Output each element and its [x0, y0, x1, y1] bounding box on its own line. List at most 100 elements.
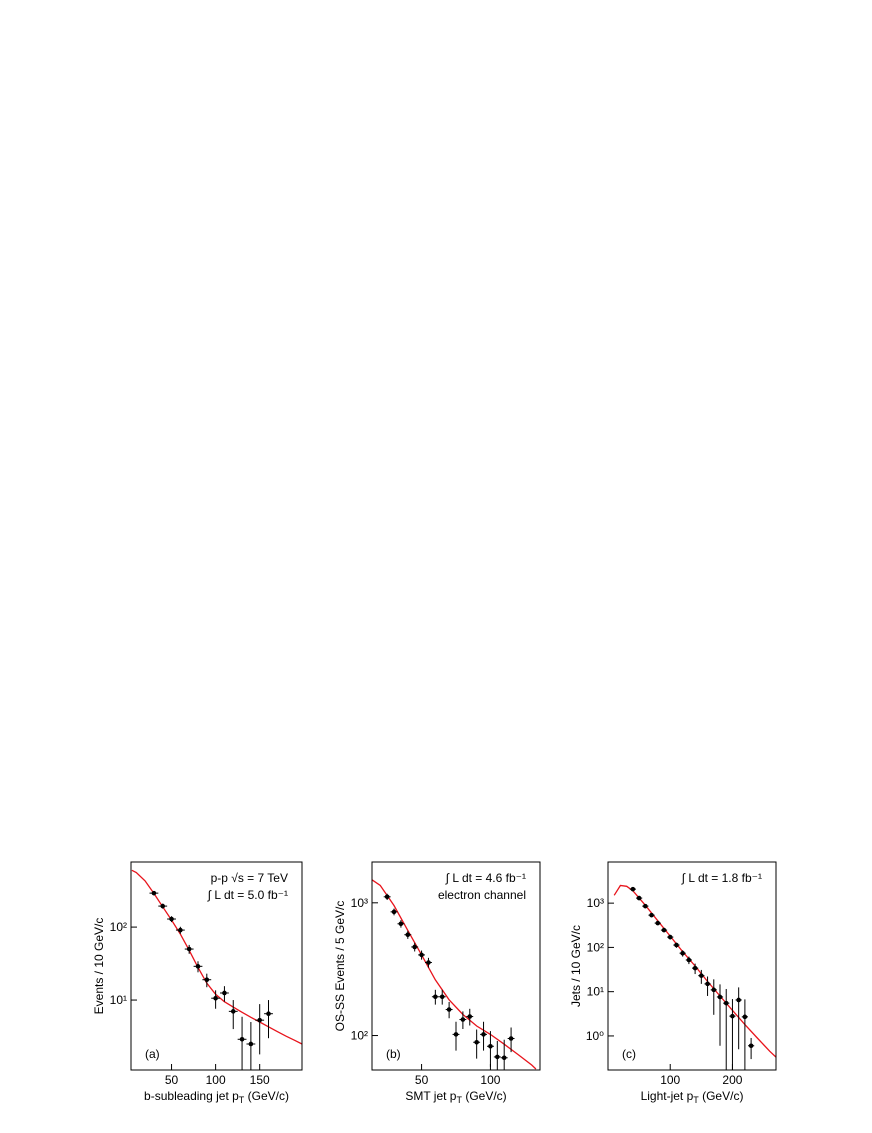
annotation: p-p √s = 7 TeV [211, 871, 288, 885]
x-tick-label: 100 [206, 1073, 226, 1087]
x-tick-label: 50 [165, 1073, 179, 1087]
axes-frame [607, 861, 777, 1071]
data-point [680, 950, 685, 956]
data-point [433, 994, 438, 1000]
data-point [636, 895, 642, 901]
data-point [204, 977, 210, 983]
data-point [467, 1014, 473, 1019]
x-axis-label-part: T [693, 1095, 699, 1105]
y-axis-label: OS-SS Events / 5 GeV/c [333, 901, 347, 1032]
annotation: electron channel [438, 888, 526, 902]
data-point [674, 942, 679, 948]
x-tick-label: 100 [480, 1073, 500, 1087]
data-point [661, 927, 667, 933]
data-point [160, 903, 166, 909]
data-point [711, 987, 717, 993]
y-tick-label: 10² [587, 940, 604, 954]
y-tick-label: 10¹ [587, 985, 604, 999]
data-point [257, 1017, 262, 1023]
annotation: ∫ L dt = 4.6 fb⁻¹ [445, 871, 526, 885]
data-point [239, 1036, 245, 1042]
data-point [717, 994, 723, 1000]
data-point [405, 932, 411, 938]
y-tick-label: 10² [351, 1029, 368, 1043]
x-tick-label: 200 [722, 1073, 742, 1087]
data-point [705, 981, 710, 987]
data-point [488, 1043, 493, 1049]
x-axis-label-part: Light-jet p [641, 1089, 694, 1103]
data-point [266, 1011, 271, 1017]
data-point [736, 997, 741, 1003]
data-point [649, 912, 654, 918]
panel-label: (b) [386, 1047, 401, 1061]
x-axis-label: b-subleading jet pT (GeV/c) [144, 1089, 289, 1105]
data-point [742, 1014, 748, 1020]
data-point [426, 960, 431, 965]
y-tick-label: 10³ [587, 896, 604, 910]
data-point [169, 916, 174, 922]
x-axis-label: SMT jet pT (GeV/c) [405, 1089, 506, 1105]
data-point [686, 957, 692, 963]
x-tick-label: 150 [250, 1073, 270, 1087]
plot-area [613, 884, 776, 1070]
data-point [723, 1000, 729, 1006]
data-point [446, 1007, 452, 1012]
data-point [419, 952, 424, 958]
data-point [391, 909, 397, 915]
plot-area [372, 879, 537, 1070]
x-axis-label-part: (GeV/c) [244, 1089, 289, 1103]
data-point [630, 886, 636, 892]
x-axis-label-part: (GeV/c) [462, 1089, 507, 1103]
x-axis-label-part: T [239, 1095, 245, 1105]
y-axis-label: Events / 10 GeV/c [92, 918, 106, 1015]
data-point [412, 944, 417, 950]
data-point [667, 934, 673, 940]
data-point [230, 1009, 236, 1014]
x-axis-label-part: SMT jet p [405, 1089, 456, 1103]
axes-frame [130, 861, 303, 1071]
fit-curve [372, 879, 537, 1070]
data-point [748, 1043, 754, 1049]
panel-label: (a) [145, 1047, 160, 1061]
data-point [384, 894, 390, 900]
data-point [151, 890, 157, 896]
annotation: ∫ L dt = 5.0 fb⁻¹ [207, 888, 288, 902]
data-point [222, 990, 227, 996]
annotation: ∫ L dt = 1.8 fb⁻¹ [681, 871, 762, 885]
y-axis-label: Jets / 10 GeV/c [569, 925, 583, 1007]
data-point [186, 946, 192, 952]
x-axis-label-part: (GeV/c) [699, 1089, 744, 1103]
data-point [655, 920, 661, 926]
data-point [439, 994, 445, 1000]
data-point [501, 1055, 507, 1061]
x-tick-label: 50 [415, 1073, 429, 1087]
data-point [398, 921, 404, 927]
x-tick-label: 100 [660, 1073, 680, 1087]
data-point [495, 1054, 500, 1060]
y-tick-label: 10³ [351, 896, 368, 910]
data-point [178, 927, 183, 933]
data-point [692, 965, 698, 971]
data-point [699, 973, 704, 978]
plot-area [131, 869, 302, 1070]
data-point [508, 1036, 514, 1041]
x-axis-label: Light-jet pT (GeV/c) [641, 1089, 744, 1105]
data-point [213, 995, 218, 1001]
panel-label: (c) [622, 1047, 636, 1061]
x-axis-label-part: T [456, 1095, 462, 1105]
data-point [730, 1013, 735, 1019]
data-point [248, 1041, 254, 1047]
data-point [195, 964, 201, 969]
y-tick-label: 10⁰ [586, 1029, 604, 1043]
x-axis-label-part: b-subleading jet p [144, 1089, 239, 1103]
data-point [474, 1039, 479, 1045]
data-point [481, 1032, 486, 1037]
y-tick-label: 10¹ [110, 993, 127, 1007]
y-tick-label: 10² [110, 920, 127, 934]
data-point [643, 903, 648, 909]
axes-frame [371, 861, 541, 1071]
data-point [453, 1032, 459, 1037]
data-point [460, 1017, 466, 1022]
